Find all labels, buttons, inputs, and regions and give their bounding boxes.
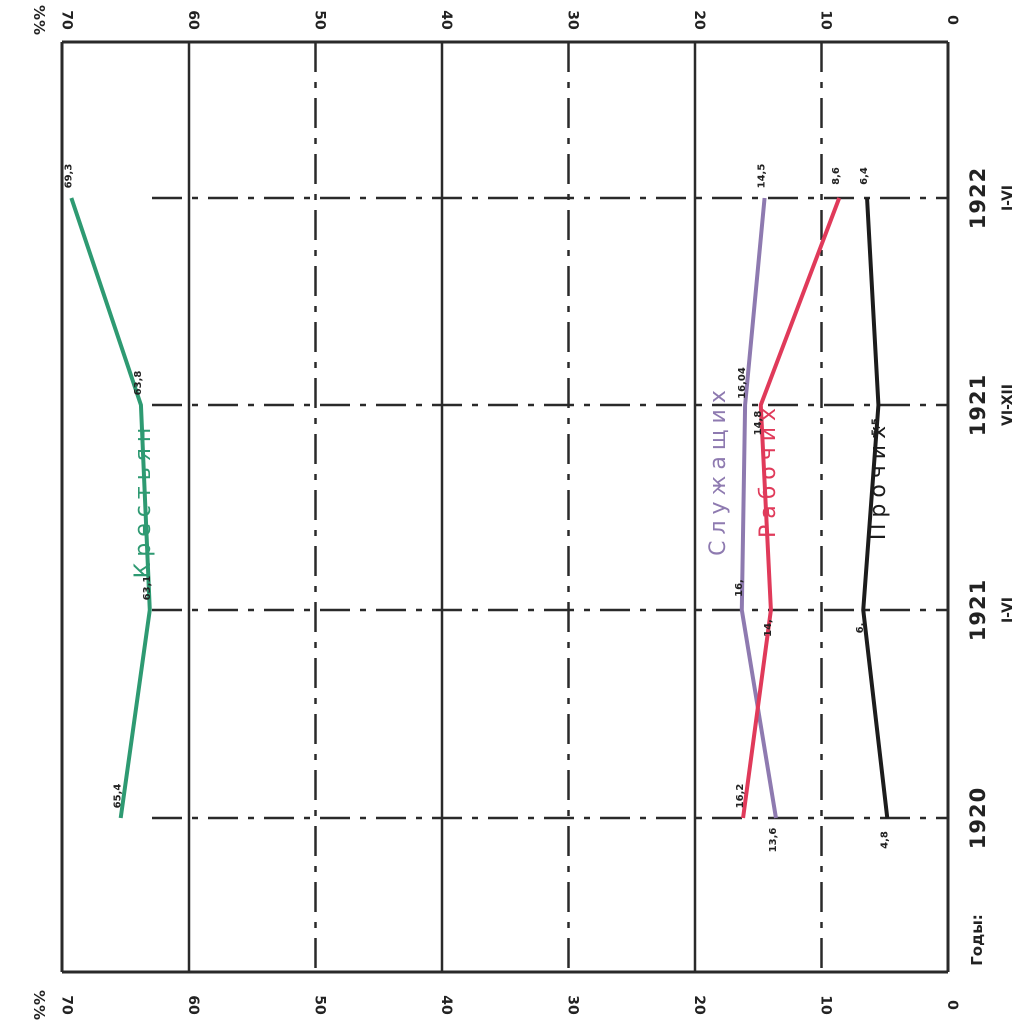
unit-label-top: %% xyxy=(30,5,48,35)
data-label: 8,6 xyxy=(831,167,842,185)
data-label: 16,2 xyxy=(735,784,746,809)
data-label: 16, xyxy=(734,579,745,597)
data-label: 63,8 xyxy=(133,371,144,396)
unit-label-bottom: %% xyxy=(30,990,48,1020)
tick-label-top: 60 xyxy=(185,10,201,30)
tick-label-bottom: 30 xyxy=(565,995,581,1015)
tick-label-top: 30 xyxy=(565,10,581,30)
data-label: 5,5 xyxy=(870,418,881,436)
data-label: 69,3 xyxy=(63,164,74,189)
tick-label-top: 50 xyxy=(312,10,328,30)
row-label: Годы: xyxy=(968,914,986,966)
year-label: 1922 xyxy=(966,167,990,229)
tick-label-bottom: 20 xyxy=(691,995,707,1015)
series-name-label: Прочих xyxy=(866,420,891,540)
data-label: 14,8 xyxy=(753,411,764,436)
data-label: 63,1 xyxy=(142,576,153,601)
tick-label-top: 40 xyxy=(438,10,454,30)
series-line-4 xyxy=(861,197,890,819)
tick-label-bottom: 70 xyxy=(59,995,75,1015)
series-name-label: Служащих xyxy=(706,384,731,556)
series-line-1 xyxy=(69,197,152,819)
tick-label-bottom: 60 xyxy=(185,995,201,1015)
year-label: 1921 xyxy=(966,579,990,641)
data-label: 4,8 xyxy=(879,831,890,849)
period-label: VI-XII xyxy=(1000,384,1016,426)
data-label: 65,4 xyxy=(113,784,124,809)
tick-label-bottom: 40 xyxy=(438,995,454,1015)
tick-label-bottom: 10 xyxy=(818,995,834,1015)
tick-label-top: 70 xyxy=(59,10,75,30)
series-line-3 xyxy=(741,197,842,819)
tick-label-top: 10 xyxy=(818,10,834,30)
tick-label-bottom: 50 xyxy=(312,995,328,1015)
data-label: 16,04 xyxy=(737,367,748,399)
data-label: 6, xyxy=(855,623,866,634)
tick-label-bottom: 0 xyxy=(944,1000,960,1010)
year-label: 1921 xyxy=(966,374,990,436)
data-label: 13,6 xyxy=(768,828,779,853)
period-label: I-VI xyxy=(1000,185,1016,211)
year-label: 1920 xyxy=(966,787,990,849)
series-name-label: Крестьян xyxy=(131,422,156,579)
tick-label-top: 20 xyxy=(691,10,707,30)
tick-label-top: 0 xyxy=(944,15,960,25)
data-label: 14, xyxy=(763,619,774,637)
data-label: 6,4 xyxy=(859,167,870,185)
data-label: 14,5 xyxy=(757,164,768,189)
series-name-label: Рабочих xyxy=(756,402,781,538)
period-label: I-VI xyxy=(1000,597,1016,623)
